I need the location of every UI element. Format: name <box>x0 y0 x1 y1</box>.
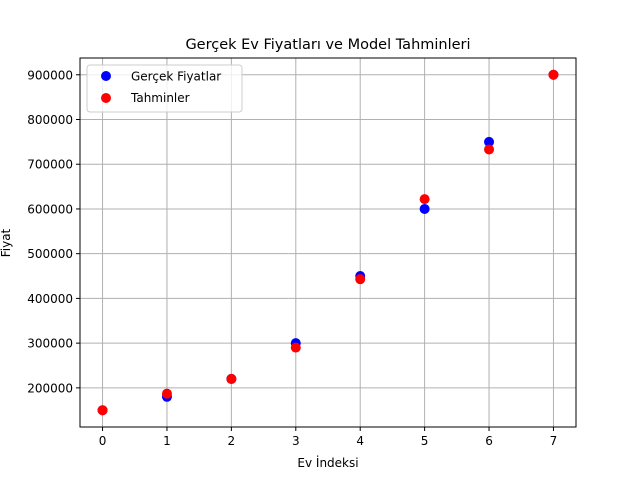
x-tick-label: 3 <box>292 434 300 448</box>
x-tick-label: 0 <box>99 434 107 448</box>
legend-marker-real-prices <box>101 71 111 81</box>
legend-label-predictions: Tahminler <box>130 91 190 105</box>
y-tick-label: 300000 <box>27 337 73 351</box>
x-tick-label: 5 <box>421 434 429 448</box>
prediction-point <box>226 373 237 384</box>
legend: Gerçek Fiyatlar Tahminler <box>86 64 243 113</box>
prediction-point <box>161 388 172 399</box>
x-axis: 0 1 2 3 4 5 6 7 <box>99 427 558 448</box>
prediction-point <box>97 405 108 416</box>
y-tick-label: 500000 <box>27 247 73 261</box>
prediction-point <box>355 274 366 285</box>
y-tick-label: 400000 <box>27 292 73 306</box>
prediction-point <box>484 144 495 155</box>
x-axis-label: Ev İndeksi <box>297 455 358 470</box>
y-axis: 200000 300000 400000 500000 600000 700000 8000… <box>27 68 80 395</box>
y-tick-label: 600000 <box>27 202 73 216</box>
grid <box>80 58 576 427</box>
x-tick-label: 6 <box>485 434 493 448</box>
x-tick-label: 7 <box>550 434 558 448</box>
prediction-point <box>290 342 301 353</box>
chart-title: Gerçek Ev Fiyatları ve Model Tahminleri <box>185 37 470 53</box>
x-tick-label: 1 <box>163 434 171 448</box>
real-price-point <box>484 136 495 147</box>
prediction-point <box>419 194 430 205</box>
prediction-point <box>548 69 559 80</box>
y-tick-label: 200000 <box>27 381 73 395</box>
x-tick-label: 2 <box>228 434 236 448</box>
y-tick-label: 800000 <box>27 113 73 127</box>
legend-label-real-prices: Gerçek Fiyatlar <box>131 70 221 84</box>
y-axis-label: Fiyat <box>0 228 13 257</box>
y-tick-label: 700000 <box>27 158 73 172</box>
real-price-point <box>419 203 430 214</box>
legend-marker-predictions <box>101 93 111 103</box>
plot-frame <box>79 57 577 428</box>
legend-box <box>86 64 243 113</box>
data-points <box>97 69 559 416</box>
y-tick-label: 900000 <box>27 68 73 82</box>
x-tick-label: 4 <box>356 434 364 448</box>
